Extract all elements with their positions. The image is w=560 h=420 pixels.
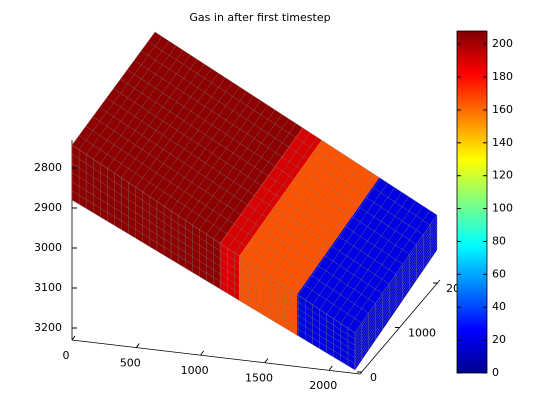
x-tick-label: 1500 [245,372,273,385]
colorbar-tick-label: 160 [492,103,513,116]
colorbar-tick-label: 120 [492,169,513,182]
mesh-line [71,153,356,340]
mesh-line [154,31,438,216]
colorbar-tick-label: 0 [492,366,499,379]
mesh-line [354,246,438,368]
x-tick [200,350,205,356]
mesh-line [85,125,369,314]
colorbar-tick-label: 40 [492,300,506,313]
y-tick-label: 0 [370,371,377,384]
colorbar-tick-label: 80 [492,234,506,247]
colorbar-tick-label: 200 [492,37,513,50]
colorbar-tick-label: 20 [492,333,506,346]
region-front [297,294,355,370]
chart-title: Gas in after first timestep [189,11,330,24]
mesh-line [127,69,410,255]
region-front [219,243,240,301]
mesh-line [120,78,403,265]
x-tick-label: 2000 [309,379,337,392]
region-front [72,145,220,289]
z-tick-label: 2800 [34,161,62,174]
mesh-line [134,60,417,245]
mesh-line [92,116,376,304]
mesh-line [141,50,424,235]
plot-area [71,31,441,375]
mesh-line [71,190,356,365]
mesh-line [71,172,356,352]
mesh-line [71,163,356,346]
region-front [239,256,298,336]
colorbar-tick-label: 60 [492,267,506,280]
x-tick [264,358,269,363]
mesh [71,31,438,371]
colorbar-tick-label: 140 [492,136,513,149]
mesh-line [78,135,362,324]
z-tick-label: 3000 [34,241,62,254]
mesh-line [99,107,383,294]
z-tick-label: 2900 [34,201,62,214]
mesh-line [71,199,356,371]
x-axis-line [71,339,361,375]
x-tick-label: 1000 [181,364,209,377]
z-tick-label: 3200 [34,321,62,334]
mesh-line [354,249,438,371]
x-tick-label: 0 [63,349,70,362]
x-tick [135,343,140,348]
x-tick-label: 500 [120,357,141,370]
y-tick-label: 1000 [408,327,436,340]
mesh-line [71,181,356,358]
colorbar [456,30,488,374]
z-tick-label: 3100 [34,281,62,294]
x-tick [328,365,333,371]
mesh-line [147,41,431,226]
x-tick [71,335,76,341]
colorbar-tick-label: 180 [492,70,513,83]
mesh-line [113,88,397,275]
mesh-line [106,97,390,285]
colorbar-tick-label: 100 [492,202,513,215]
mesh-line [71,144,356,334]
